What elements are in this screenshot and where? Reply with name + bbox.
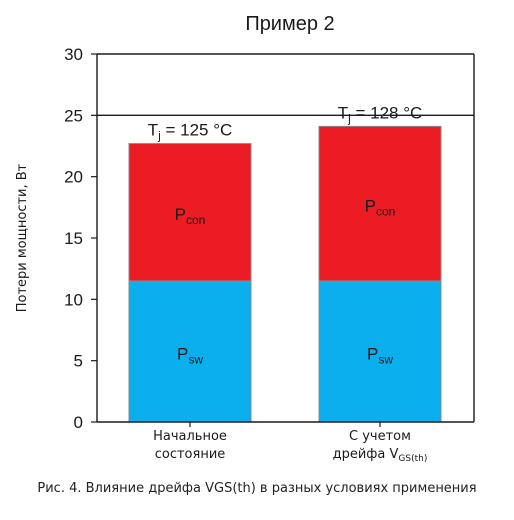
y-axis-label: Потери мощности, Вт: [15, 163, 30, 312]
segment-label: Pcon: [365, 197, 396, 219]
bar-segment-sw: [128, 280, 252, 423]
bar-annotation: Tj = 125 °C: [148, 121, 233, 143]
segment-label: Pcon: [175, 205, 206, 227]
bar-segment-sw: [318, 280, 442, 423]
y-tick-label: 25: [64, 106, 83, 125]
x-tick-label: состояние: [155, 447, 226, 462]
y-tick-label: 10: [64, 290, 83, 309]
x-tick-label: Начальное: [153, 429, 227, 444]
y-tick-label: 5: [74, 352, 83, 371]
y-tick-label: 20: [64, 168, 83, 187]
segment-label: Psw: [367, 344, 393, 366]
x-tick-label: дрейфа VGS(th): [333, 447, 428, 464]
stacked-bar-chart: Пример 2 Потери мощности, Вт Psw Pcon Tj = 1…: [15, 13, 475, 464]
y-tick-label: 15: [64, 229, 83, 248]
chart-title: Пример 2: [245, 13, 334, 35]
figure-caption: Рис. 4. Влияние дрейфа VGS(th) в разных …: [37, 481, 477, 496]
y-tick-label: 0: [74, 413, 83, 432]
y-tick-label: 30: [64, 45, 83, 64]
segment-label: Psw: [177, 344, 203, 366]
x-tick-label: С учетом: [349, 429, 411, 444]
bar-annotation: Tj = 128 °C: [338, 103, 423, 125]
bar-segment-con: [318, 125, 442, 282]
bar-segment-con: [128, 143, 252, 282]
